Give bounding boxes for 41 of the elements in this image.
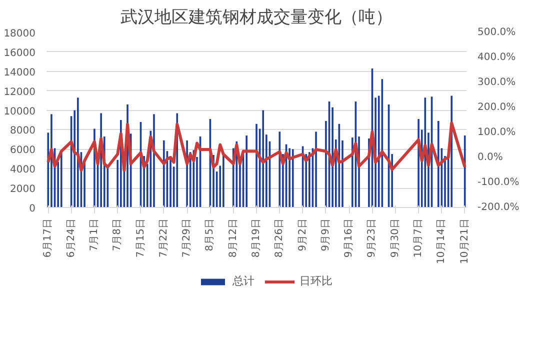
x-tick-label: 10月21日 — [459, 218, 470, 264]
x-tick-label: 7月15日 — [135, 218, 146, 258]
x-tick-label: 9月30日 — [390, 218, 401, 258]
y-tick-label: 8000 — [10, 126, 36, 137]
x-tick-label: 7月29日 — [182, 218, 193, 258]
y-tick-label: 0 — [29, 204, 36, 214]
x-tick-label: 9月16日 — [344, 218, 355, 258]
y-tick-label: 12000 — [4, 86, 36, 98]
x-tick-label: 7月1日 — [88, 218, 100, 252]
x-tick-label: 9月2日 — [297, 218, 308, 252]
y2-tick-label: 100.0% — [478, 127, 516, 138]
line-series — [46, 122, 466, 172]
x-tick-label: 8月5日 — [204, 218, 216, 252]
y-tick-label: 6000 — [10, 145, 36, 156]
x-tick-label: 7月8日 — [112, 218, 124, 252]
y2-tick-label: 300.0% — [478, 77, 516, 88]
y-tick-label: 2000 — [10, 184, 36, 196]
y-tick-label: 18000 — [4, 28, 36, 40]
y2-tick-label: -100.0% — [478, 177, 520, 188]
x-tick-label: 9月9日 — [320, 218, 332, 252]
y-tick-label: 4000 — [10, 164, 36, 176]
y2-tick-label: -200.0% — [478, 202, 520, 213]
x-tick-label: 8月19日 — [251, 218, 262, 258]
x-tick-label: 8月12日 — [228, 218, 239, 258]
x-tick-label: 8月26日 — [274, 218, 286, 258]
y2-tick-label: 400.0% — [478, 52, 516, 63]
chart-title: 武汉地区建筑钢材成交量变化（吨） — [120, 8, 392, 28]
y2-tick-label: 500.0% — [478, 27, 516, 38]
x-tick-label: 9月23日 — [366, 218, 378, 258]
y-tick-label: 10000 — [4, 106, 36, 118]
x-tick-label: 10月7日 — [413, 218, 424, 258]
x-tick-label: 6月24日 — [66, 218, 77, 258]
x-tick-label: 6月17日 — [42, 218, 54, 258]
x-tick-label: 10月14日 — [436, 218, 448, 264]
legend-label: 日环比 — [300, 274, 332, 288]
y-tick-label: 14000 — [4, 67, 36, 78]
y-tick-label: 16000 — [4, 48, 36, 59]
legend-label: 总计 — [232, 274, 254, 288]
x-tick-label: 7月22日 — [158, 218, 170, 258]
y2-tick-label: 0.0% — [478, 152, 503, 163]
y2-tick-label: 200.0% — [478, 102, 516, 113]
